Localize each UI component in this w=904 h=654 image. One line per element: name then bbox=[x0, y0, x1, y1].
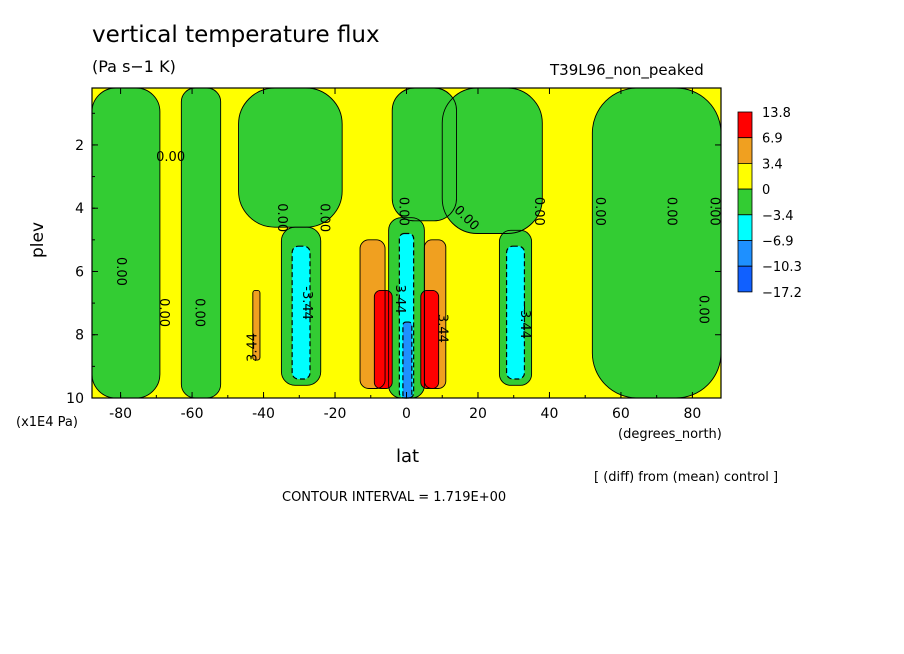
contour-label-6: 0.00 bbox=[395, 197, 410, 226]
contour-label-12: 0.00 bbox=[696, 295, 711, 324]
y-axis-units: (x1E4 Pa) bbox=[16, 415, 78, 430]
legend-swatch bbox=[737, 214, 753, 241]
legend-level: −6.9 bbox=[762, 235, 794, 250]
contour-label-0: 0.00 bbox=[156, 150, 185, 165]
x-axis-units: (degrees_north) bbox=[618, 427, 722, 442]
x-axis: -80 -60 -40 -20 0 20 40 60 80 bbox=[109, 88, 701, 422]
contour-region-5 bbox=[592, 88, 721, 398]
x-tick-label: -20 bbox=[324, 406, 347, 422]
contour-label-1: 0.00 bbox=[113, 257, 128, 286]
run-label: T39L96_non_peaked bbox=[550, 61, 704, 79]
color-legend: 13.8 6.9 3.4 0 −3.4 −6.9 −10.3 −17.2 bbox=[737, 106, 802, 301]
contour-line-11 bbox=[498, 229, 533, 386]
contour-line-6 bbox=[280, 226, 322, 386]
contour-label-11: 0.00 bbox=[706, 197, 721, 226]
contour-line-17 bbox=[420, 289, 440, 389]
legend-swatch bbox=[737, 162, 753, 190]
contour-region-17 bbox=[420, 290, 439, 389]
x-tick-label: -80 bbox=[109, 406, 132, 422]
x-tick-label: 80 bbox=[683, 406, 701, 422]
legend-swatch bbox=[737, 240, 753, 267]
contour-label-16: 3.44 bbox=[245, 333, 260, 362]
chart-title: vertical temperature flux bbox=[92, 22, 380, 48]
contour-label-4: 0.00 bbox=[274, 203, 289, 232]
x-tick-label: 60 bbox=[612, 406, 630, 422]
contour-region-4 bbox=[442, 88, 543, 234]
chart-units: (Pa s−1 K) bbox=[92, 57, 176, 76]
legend-level: −17.2 bbox=[762, 286, 802, 301]
difference-note: [ (diff) from (mean) control ] bbox=[594, 470, 779, 485]
legend-level: 13.8 bbox=[762, 106, 791, 121]
legend-swatch bbox=[737, 137, 753, 164]
y-axis: 2 4 6 8 10 bbox=[66, 112, 721, 407]
contour-label-10: 0.00 bbox=[663, 197, 678, 226]
contour-line-13 bbox=[252, 289, 261, 361]
contour-label-2: 0.00 bbox=[156, 298, 171, 327]
legend-swatch bbox=[737, 111, 753, 139]
contour-interval: CONTOUR INTERVAL = 1.719E+00 bbox=[282, 490, 507, 505]
x-tick-label: -40 bbox=[252, 406, 275, 422]
contour-region-12 bbox=[506, 246, 525, 380]
legend-level: 3.4 bbox=[762, 157, 783, 172]
contour-region-2 bbox=[238, 88, 343, 228]
x-tick-label: 0 bbox=[402, 406, 411, 422]
contour-label-9: 0.00 bbox=[592, 197, 607, 226]
contour-region-7 bbox=[292, 246, 311, 380]
legend-swatch bbox=[737, 265, 753, 293]
legend-level: 0 bbox=[762, 183, 770, 198]
y-tick-label: 4 bbox=[75, 201, 84, 217]
contour-region-13 bbox=[252, 290, 260, 361]
contour-region-0 bbox=[92, 88, 160, 398]
contour-line-15 bbox=[373, 289, 393, 389]
contour-label-3: 0.00 bbox=[192, 298, 207, 327]
x-tick-label: -60 bbox=[181, 406, 204, 422]
contour-region-1 bbox=[181, 88, 221, 398]
contour-label-13: -3.44 bbox=[299, 286, 314, 320]
y-tick-label: 8 bbox=[75, 328, 84, 344]
contour-line-16 bbox=[423, 239, 447, 389]
contour-region-3 bbox=[392, 88, 457, 221]
contour-region-10 bbox=[402, 322, 412, 398]
contour-line-12 bbox=[505, 245, 526, 380]
y-tick-label: 6 bbox=[75, 264, 84, 280]
contour-label-15: -3.44 bbox=[517, 305, 532, 339]
contour-region-15 bbox=[374, 290, 393, 389]
legend-level: −3.4 bbox=[762, 209, 794, 224]
contour-label-8: 0.00 bbox=[531, 197, 546, 226]
contour-regions bbox=[92, 88, 721, 398]
contour-line-7 bbox=[291, 245, 311, 380]
contour-line-14 bbox=[359, 239, 386, 389]
x-tick-label: 20 bbox=[469, 406, 487, 422]
x-axis-label: lat bbox=[396, 446, 420, 467]
x-tick-label: 40 bbox=[541, 406, 559, 422]
legend-level: −10.3 bbox=[762, 260, 802, 275]
y-tick-label: 2 bbox=[75, 138, 84, 154]
contour-label-17: 3.44 bbox=[435, 314, 450, 343]
legend-swatch bbox=[737, 188, 753, 216]
contour-label-5: 0.00 bbox=[317, 203, 332, 232]
contour-label-14: -3.44 bbox=[392, 280, 407, 314]
y-tick-label: 10 bbox=[66, 391, 84, 407]
legend-level: 6.9 bbox=[762, 132, 783, 147]
